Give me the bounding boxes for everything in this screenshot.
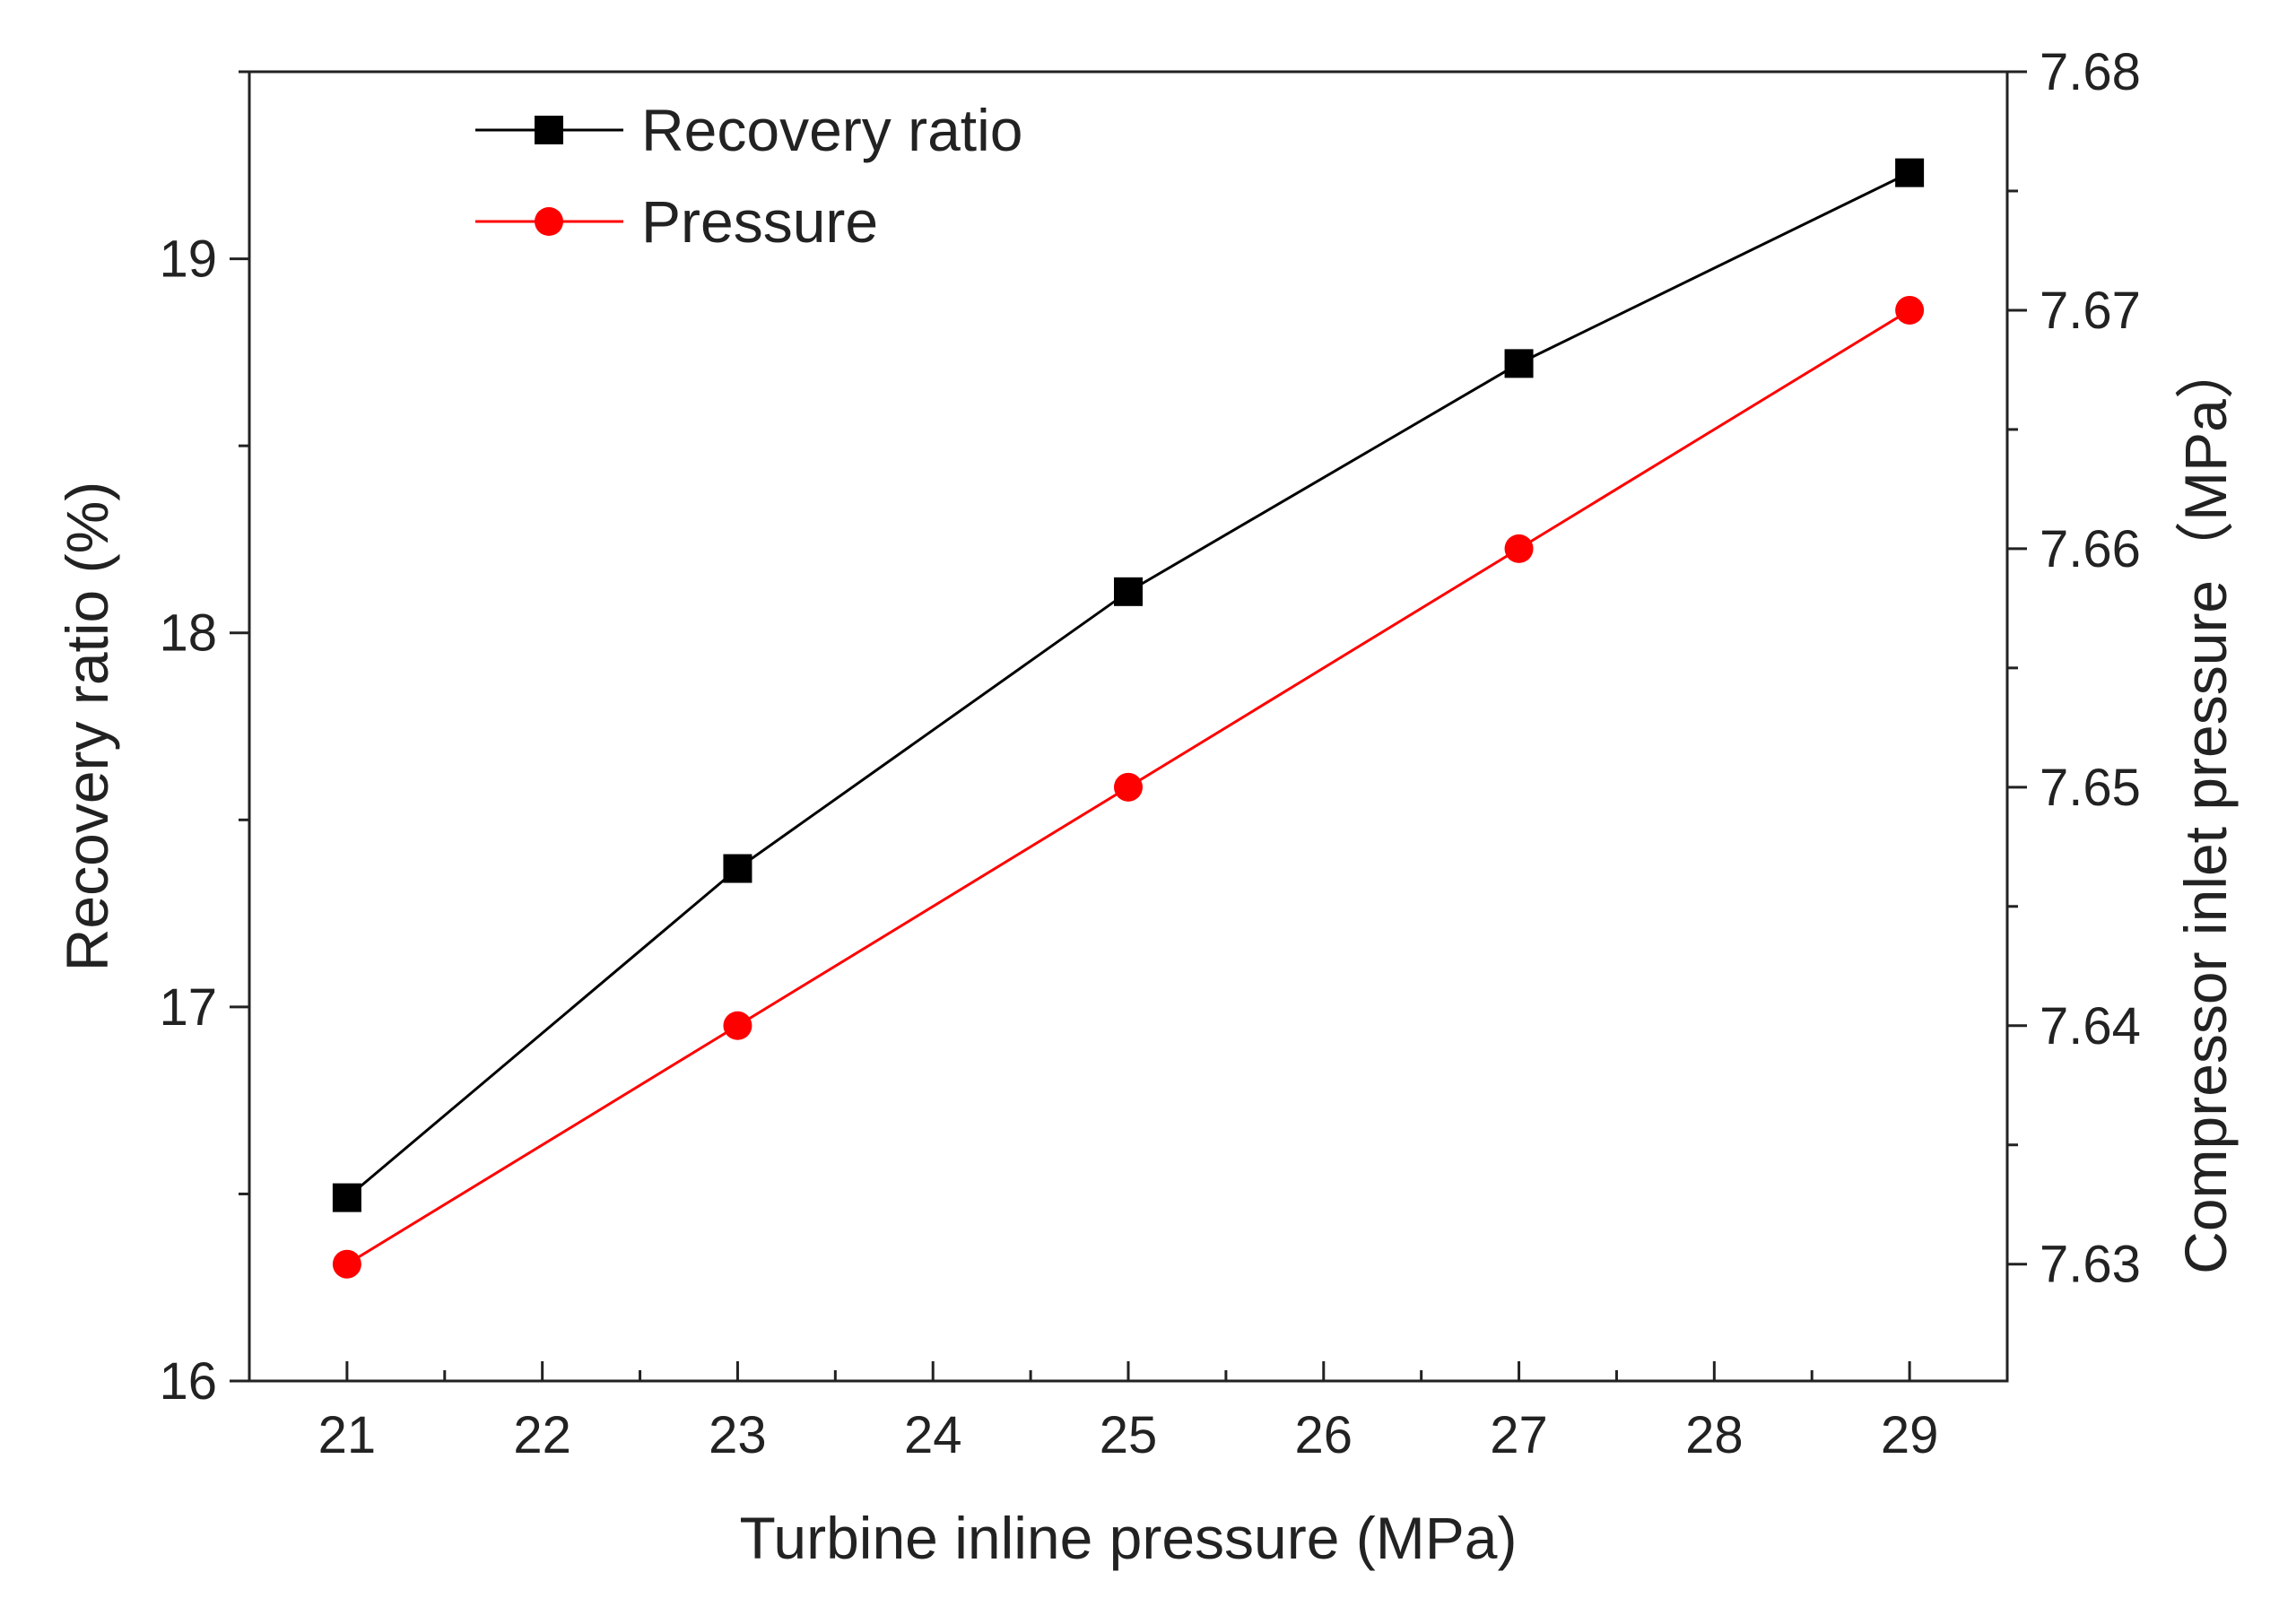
right-y-tick-label-7.65: 7.65 bbox=[2040, 759, 2141, 817]
right-y-tick-label-7.68: 7.68 bbox=[2040, 43, 2141, 101]
x-tick-label-26: 26 bbox=[1295, 1406, 1353, 1464]
left-y-tick-label-19: 19 bbox=[159, 230, 217, 289]
legend: Recovery ratio Pressure bbox=[475, 97, 1023, 255]
data-point-recovery-ratio-23 bbox=[723, 854, 752, 883]
left-y-tick-label-17: 17 bbox=[159, 978, 217, 1037]
data-point-pressure-23 bbox=[723, 1011, 752, 1040]
data-point-recovery-ratio-27 bbox=[1504, 349, 1534, 378]
legend-label-pressure: Pressure bbox=[641, 188, 878, 255]
right-y-axis: 7.63 7.64 7.65 7.66 7.67 7.68 bbox=[2007, 43, 2141, 1294]
right-y-axis-title: Compressor inlet pressure（MPa） bbox=[2172, 340, 2239, 1274]
x-tick-label-21: 21 bbox=[318, 1406, 377, 1464]
legend-marker-pressure bbox=[535, 207, 563, 236]
x-tick-label-27: 27 bbox=[1490, 1406, 1548, 1464]
data-point-recovery-ratio-25 bbox=[1114, 577, 1143, 606]
x-tick-label-22: 22 bbox=[513, 1406, 571, 1464]
data-point-pressure-27 bbox=[1504, 534, 1534, 563]
left-y-axis-title: Recovery ratio (%) bbox=[54, 482, 120, 971]
legend-label-recovery-ratio: Recovery ratio bbox=[641, 97, 1023, 163]
left-y-tick-label-18: 18 bbox=[159, 604, 217, 663]
data-point-recovery-ratio-21 bbox=[332, 1183, 361, 1212]
series-layer bbox=[332, 158, 1925, 1279]
x-tick-label-29: 29 bbox=[1881, 1406, 1939, 1464]
data-point-pressure-29 bbox=[1895, 295, 1925, 325]
right-y-tick-label-7.67: 7.67 bbox=[2040, 282, 2141, 340]
plot-frame bbox=[248, 70, 2009, 1383]
series-line-recovery-ratio bbox=[345, 171, 1910, 1199]
right-y-tick-label-7.63: 7.63 bbox=[2040, 1236, 2141, 1294]
x-tick-label-23: 23 bbox=[709, 1406, 767, 1464]
legend-marker-recovery-ratio bbox=[535, 116, 563, 144]
left-y-tick-label-16: 16 bbox=[159, 1352, 217, 1411]
x-axis-title: Turbine inline pressure (MPa) bbox=[740, 1505, 1518, 1571]
data-point-pressure-25 bbox=[1114, 772, 1143, 802]
x-axis: 21 22 23 24 25 26 27 28 29 bbox=[318, 1361, 1939, 1464]
right-y-tick-label-7.64: 7.64 bbox=[2040, 997, 2141, 1055]
x-tick-label-24: 24 bbox=[904, 1406, 962, 1464]
data-point-pressure-21 bbox=[332, 1249, 361, 1279]
right-y-tick-label-7.66: 7.66 bbox=[2040, 520, 2141, 578]
x-tick-label-25: 25 bbox=[1100, 1406, 1158, 1464]
x-tick-label-28: 28 bbox=[1685, 1406, 1744, 1464]
left-y-axis: 16 17 18 19 bbox=[159, 70, 249, 1411]
data-point-recovery-ratio-29 bbox=[1895, 158, 1925, 187]
